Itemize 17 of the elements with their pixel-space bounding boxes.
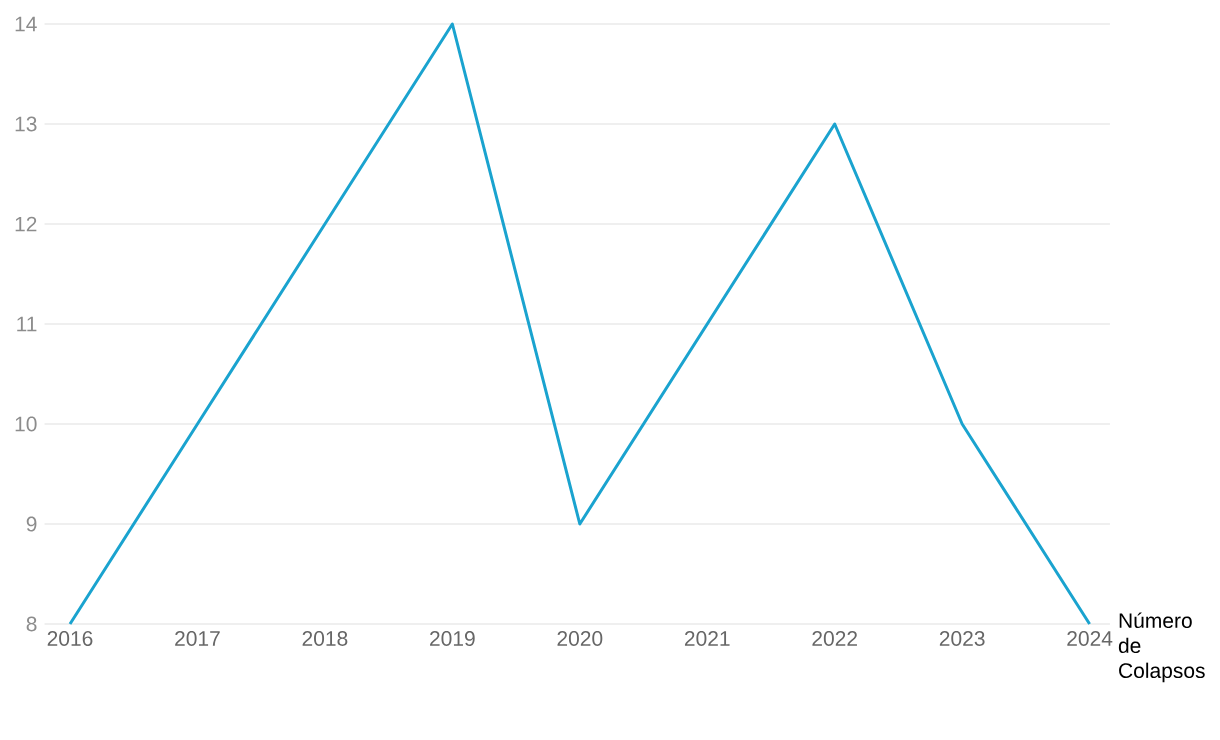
series-label: Número de Colapsos: [1118, 612, 1205, 683]
x-tick-label: 2022: [812, 631, 857, 646]
y-tick-label: 8: [26, 616, 37, 632]
x-tick-label: 2016: [47, 631, 93, 646]
x-tick-label: 2018: [302, 631, 348, 646]
y-tick-label: 9: [26, 516, 37, 532]
y-tick-label: 12: [15, 216, 37, 232]
y-tick-label: 11: [17, 316, 37, 332]
x-tick-label: 2019: [430, 631, 475, 646]
y-tick-label: 14: [15, 16, 37, 32]
x-tick-label: 2020: [557, 631, 603, 646]
x-tick-label: 2021: [684, 631, 730, 646]
x-tick-label: 2023: [939, 631, 985, 646]
y-tick-label: 13: [15, 116, 37, 132]
x-tick-label: 2024: [1067, 631, 1113, 646]
x-tick-label: 2017: [175, 631, 220, 646]
y-tick-label: 10: [15, 416, 37, 432]
